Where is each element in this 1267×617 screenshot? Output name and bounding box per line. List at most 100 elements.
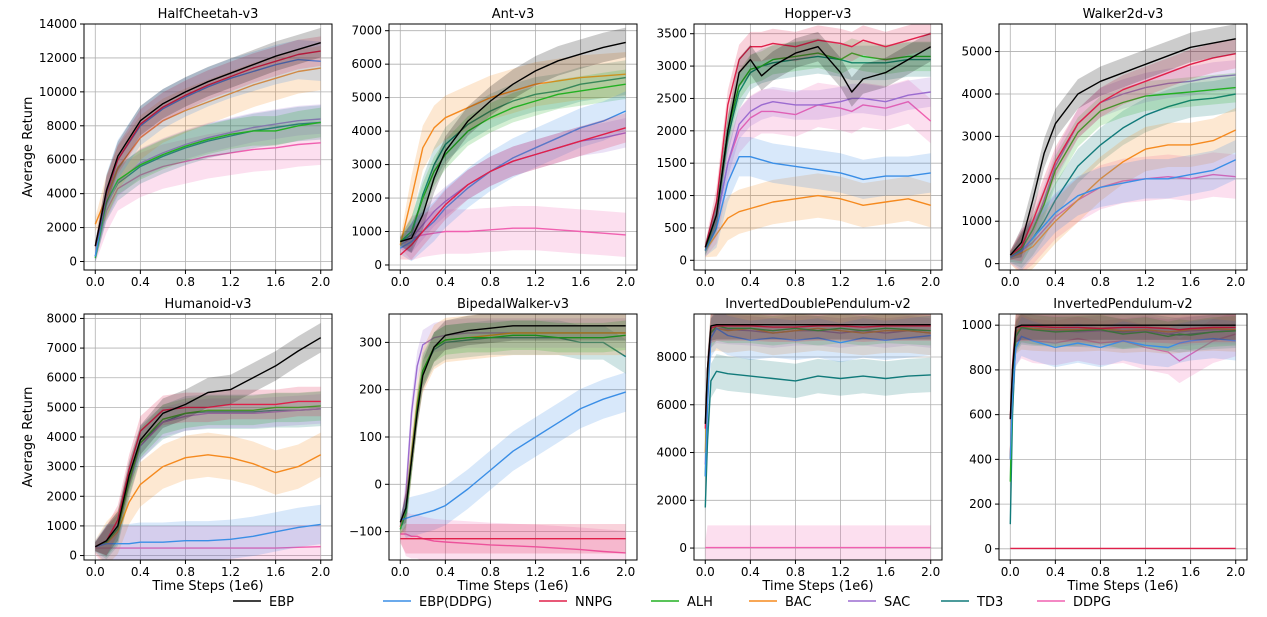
series-line-nnpg — [399, 127, 626, 256]
band-ddpg — [705, 79, 931, 258]
band-ebpddpg — [1010, 140, 1236, 270]
band-bac — [400, 52, 626, 252]
chart-panel-7: 0.0 0.4 0.8 1.2 1.6 2.0 0 2000 4000 6000 8000 Inver… — [656, 297, 943, 594]
y-tick-label: −100 — [349, 525, 382, 539]
series-line-bac — [1010, 129, 1236, 258]
series-line-alh — [94, 121, 321, 259]
band-ddpg — [400, 206, 626, 261]
band-alh — [705, 314, 931, 481]
band-bac — [705, 173, 931, 258]
series-line-ebp — [704, 46, 932, 248]
y-tick-label: 300 — [359, 335, 382, 349]
x-tick-label: 1.2 — [1136, 565, 1155, 579]
series-line-alh — [95, 405, 321, 548]
band-alh — [95, 107, 321, 263]
y-tick-label: 100 — [359, 430, 382, 444]
band-bac — [1010, 314, 1236, 466]
y-tick-label: 1000 — [351, 225, 382, 239]
legend-label: SAC — [884, 595, 910, 610]
legend: EBP EBP(DDPG) NNPG ALH BAC SAC TD3 DDPG — [233, 595, 1111, 610]
chart-panel-2: 0.0 0.4 0.8 1.2 1.6 2.0 0 1000 2000 3000 4000 5000 6… — [351, 7, 638, 289]
panel-title: InvertedDoublePendulum-v2 — [725, 297, 910, 312]
y-tick-label: 3000 — [961, 129, 992, 143]
legend-item-ddpg: DDPG — [1037, 595, 1111, 610]
y-tick-label: 0 — [374, 258, 382, 272]
y-tick-label: 1000 — [961, 214, 992, 228]
y-tick-label: 2000 — [961, 172, 992, 186]
x-axis-label: Time Steps (1e6) — [456, 579, 568, 594]
y-tick-label: 3000 — [351, 158, 382, 172]
y-tick-label: 5000 — [351, 91, 382, 105]
x-tick-label: 0.4 — [741, 565, 760, 579]
x-tick-label: 2.0 — [921, 275, 940, 289]
y-tick-label: 5000 — [961, 45, 992, 59]
x-tick-label: 1.6 — [571, 565, 590, 579]
panel-title: Walker2d-v3 — [1083, 7, 1164, 22]
series-line-ebpddpg — [704, 156, 931, 251]
series-line-ebp — [400, 41, 626, 243]
y-tick-label: 0 — [984, 257, 992, 271]
panel-title: InvertedPendulum-v2 — [1053, 297, 1192, 312]
panel-title: Ant-v3 — [492, 7, 535, 22]
x-axis-label: Time Steps (1e6) — [151, 579, 263, 594]
x-tick-label: 0.4 — [436, 565, 455, 579]
y-tick-label: 7000 — [46, 341, 77, 355]
x-tick-label: 2.0 — [616, 275, 635, 289]
x-tick-label: 0.4 — [436, 275, 455, 289]
y-tick-label: 5000 — [46, 400, 77, 414]
band-bac — [1010, 107, 1236, 270]
panel-title: BipedalWalker-v3 — [457, 297, 569, 312]
x-tick-label: 0.0 — [696, 275, 715, 289]
series-line-ebpddpg — [1009, 159, 1236, 258]
panel-title: Humanoid-v3 — [164, 297, 251, 312]
x-tick-label: 0.4 — [741, 275, 760, 289]
x-tick-label: 2.0 — [311, 565, 330, 579]
series-line-bac — [95, 454, 322, 548]
band-ebp — [705, 31, 931, 252]
series-line-ebp — [1009, 324, 1236, 420]
series-line-ebpddpg — [704, 327, 931, 477]
series-line-ddpg — [94, 142, 321, 257]
y-tick-label: 0 — [679, 253, 687, 267]
legend-label: BAC — [785, 595, 812, 610]
x-tick-label: 0.8 — [176, 565, 195, 579]
band-ddpg — [1010, 152, 1236, 270]
band-bac — [400, 314, 626, 534]
legend-item-alh: ALH — [651, 595, 713, 610]
y-tick-label: 7000 — [351, 24, 382, 38]
series-line-bac — [704, 194, 931, 251]
y-tick-label: 6000 — [351, 57, 382, 71]
y-tick-label: 0 — [69, 549, 77, 563]
x-tick-label: 0.0 — [391, 565, 410, 579]
x-tick-label: 2.0 — [1226, 275, 1245, 289]
x-tick-label: 1.2 — [1136, 275, 1155, 289]
band-ebpddpg — [705, 137, 931, 257]
x-tick-label: 0.8 — [786, 565, 805, 579]
y-tick-label: 600 — [969, 408, 992, 422]
legend-label: EBP — [269, 595, 294, 610]
y-tick-label: 3000 — [46, 460, 77, 474]
legend-item-td3: TD3 — [941, 595, 1003, 610]
y-tick-label: 3000 — [656, 59, 687, 73]
y-tick-label: 10000 — [39, 85, 77, 99]
legend-item-ebpddpg: EBP(DDPG) — [383, 595, 492, 610]
x-tick-label: 1.6 — [266, 565, 285, 579]
x-tick-label: 1.2 — [831, 565, 850, 579]
y-tick-label: 200 — [969, 497, 992, 511]
axes-frame — [998, 313, 1248, 561]
band-bac — [95, 46, 321, 231]
x-tick-label: 0.0 — [696, 565, 715, 579]
series-line-ebp — [94, 337, 322, 548]
series-line-sac — [704, 91, 931, 251]
band-sac — [95, 104, 321, 261]
series-line-td3 — [704, 370, 931, 508]
y-tick-label: 1000 — [961, 318, 992, 332]
x-tick-label: 0.8 — [1091, 565, 1110, 579]
legend-label: EBP(DDPG) — [419, 595, 492, 610]
x-tick-label: 2.0 — [616, 565, 635, 579]
axes-frame — [693, 23, 943, 271]
y-tick-label: 6000 — [46, 153, 77, 167]
band-ebpddpg — [1010, 316, 1236, 466]
band-ddpg — [95, 120, 321, 264]
series-group — [399, 314, 627, 560]
